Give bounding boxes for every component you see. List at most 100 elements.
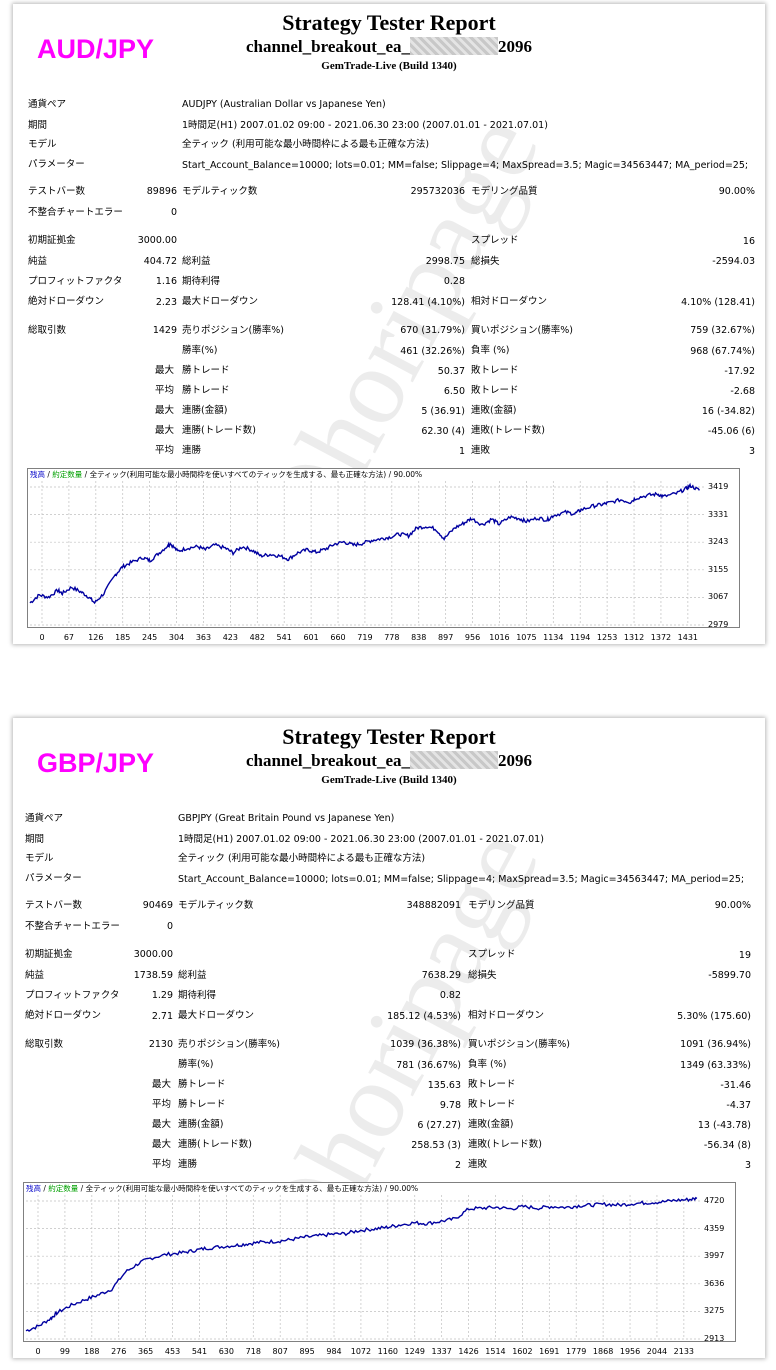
legend-rest: / 全ティック(利用可能な最小時間枠を使いすべてのティックを生成する、最も正確な…	[78, 1184, 419, 1193]
lossrate-value: 1349 (63.33%)	[680, 1060, 751, 1071]
report-audjpy: (C)horipage AUD/JPY Strategy Tester Repo…	[13, 4, 765, 644]
x-tick-label: 1249	[404, 1347, 425, 1356]
spread-value: 19	[738, 950, 751, 961]
x-tick-label: 1134	[543, 633, 564, 642]
pair-label: AUD/JPY	[37, 34, 155, 64]
build-info: GemTrade-Live (Build 1340)	[321, 774, 457, 786]
pf-value: 1.29	[151, 990, 173, 1001]
long-label: 買いポジション(勝率%)	[471, 325, 573, 336]
consec-wins-money-label: 連勝(金額)	[182, 405, 228, 416]
largest-loss-label: 敗トレード	[471, 365, 519, 376]
consec-losses-count-label: 連敗(トレード数)	[468, 1139, 542, 1150]
x-tick-label: 718	[245, 1347, 261, 1356]
bars-label: テストバー数	[25, 900, 83, 911]
y-tick-label: 2979	[708, 620, 729, 629]
abs-dd-value: 2.71	[151, 1011, 173, 1022]
lossrate-label: 負率 (%)	[468, 1059, 507, 1070]
consec-wins-money-label: 連勝(金額)	[178, 1119, 224, 1130]
x-tick-label: 541	[191, 1347, 208, 1356]
params-value: Start_Account_Balance=10000; lots=0.01; …	[182, 160, 749, 171]
max-dd-value: 185.12 (4.53%)	[387, 1011, 461, 1022]
x-tick-label: 660	[330, 633, 346, 642]
avg-label-2: 平均	[155, 445, 175, 456]
avg-label: 平均	[152, 1099, 172, 1110]
largest-win-label: 勝トレード	[182, 365, 230, 376]
max-label: 最大	[152, 1079, 172, 1090]
lossrate-value: 968 (67.74%)	[690, 346, 755, 357]
symbol-label: 通貨ペア	[25, 813, 64, 824]
redacted-block	[410, 751, 499, 769]
long-value: 759 (32.67%)	[690, 325, 755, 336]
consec-wins-count-label: 連勝(トレード数)	[178, 1139, 252, 1150]
y-tick-label: 3243	[708, 537, 729, 547]
period-label: 期間	[25, 834, 45, 845]
net-label: 純益	[28, 256, 48, 267]
avg-losses-value: 3	[748, 446, 755, 457]
rel-dd-value: 5.30% (175.60)	[677, 1011, 751, 1022]
consec-losses-money-value: 13 (-43.78)	[697, 1120, 751, 1131]
balance-chart: 残高 / 約定数量 / 全ティック(利用可能な最小時間枠を使いすべてのティックを…	[27, 468, 740, 642]
bars-label: テストバー数	[28, 186, 86, 197]
abs-dd-label: 絶対ドローダウン	[25, 1010, 102, 1021]
x-tick-label: 1426	[458, 1347, 479, 1356]
x-tick-label: 67	[63, 633, 74, 642]
largest-win-label: 勝トレード	[178, 1079, 226, 1090]
winrate-label: 勝率(%)	[178, 1059, 214, 1070]
balance-series-line	[29, 482, 700, 605]
params-value: Start_Account_Balance=10000; lots=0.01; …	[178, 874, 745, 885]
quality-label: モデリング品質	[471, 186, 538, 197]
x-tick-label: 956	[464, 633, 481, 642]
avg-win-value: 9.78	[439, 1100, 461, 1111]
abs-dd-value: 2.23	[155, 297, 177, 308]
trades-value: 1429	[152, 325, 177, 336]
x-tick-label: 276	[111, 1347, 127, 1356]
x-tick-label: 1868	[592, 1347, 614, 1356]
y-tick-label: 4720	[704, 1196, 725, 1205]
x-tick-label: 1372	[650, 633, 672, 642]
x-tick-label: 1779	[566, 1347, 587, 1356]
net-value: 404.72	[143, 256, 177, 267]
avg-loss-label: 敗トレード	[471, 385, 519, 396]
legend-sep: /	[45, 470, 53, 479]
model-value: 全ティック (利用可能な最小時間枠による最も正確な方法)	[182, 139, 430, 150]
model-label: モデル	[28, 139, 57, 150]
deposit-value: 3000.00	[133, 949, 173, 960]
gross-loss-value: -2594.03	[712, 256, 755, 267]
x-tick-label: 1160	[377, 1347, 399, 1356]
largest-win-value: 50.37	[437, 366, 465, 377]
max-label: 最大	[155, 365, 175, 376]
net-label: 純益	[25, 970, 45, 981]
bars-value: 89896	[146, 186, 177, 197]
ea-name: channel_breakout_ea_ 2096	[13, 37, 765, 57]
max-dd-value: 128.41 (4.10%)	[391, 297, 465, 308]
consec-wins-money-value: 6 (27.27)	[417, 1120, 461, 1131]
x-tick-label: 1253	[596, 633, 618, 642]
pf-value: 1.16	[155, 276, 177, 287]
winrate-value: 461 (32.26%)	[400, 346, 465, 357]
legend-balance: 残高	[30, 470, 45, 479]
rel-dd-label: 相対ドローダウン	[471, 296, 548, 307]
quality-label: モデリング品質	[468, 900, 535, 911]
rel-dd-label: 相対ドローダウン	[468, 1010, 545, 1021]
period-value: 1時間足(H1) 2007.01.02 09:00 - 2021.06.30 2…	[182, 120, 548, 131]
avg-win-label: 勝トレード	[182, 385, 230, 396]
period-label: 期間	[28, 120, 48, 131]
deposit-label: 初期証拠金	[25, 949, 73, 960]
x-tick-label: 482	[249, 633, 265, 642]
x-tick-label: 807	[272, 1347, 288, 1356]
payoff-value: 0.82	[439, 990, 461, 1001]
consec-wins-money-value: 5 (36.91)	[421, 406, 465, 417]
deposit-value: 3000.00	[137, 235, 177, 246]
long-value: 1091 (36.94%)	[680, 1039, 751, 1050]
spread-label: スプレッド	[471, 235, 519, 246]
report-gbpjpy: (C)horipage GBP/JPY Strategy Tester Repo…	[13, 718, 765, 1358]
avg-losses-label: 連敗	[468, 1159, 488, 1170]
deposit-label: 初期証拠金	[28, 235, 76, 246]
ea-suffix: 2096	[498, 37, 533, 56]
gross-profit-label: 総利益	[182, 256, 211, 267]
x-tick-label: 984	[326, 1347, 342, 1356]
mismatch-value: 0	[166, 921, 173, 932]
long-label: 買いポジション(勝率%)	[468, 1039, 570, 1050]
params-label: パラメーター	[28, 159, 85, 170]
params-label: パラメーター	[25, 873, 82, 884]
